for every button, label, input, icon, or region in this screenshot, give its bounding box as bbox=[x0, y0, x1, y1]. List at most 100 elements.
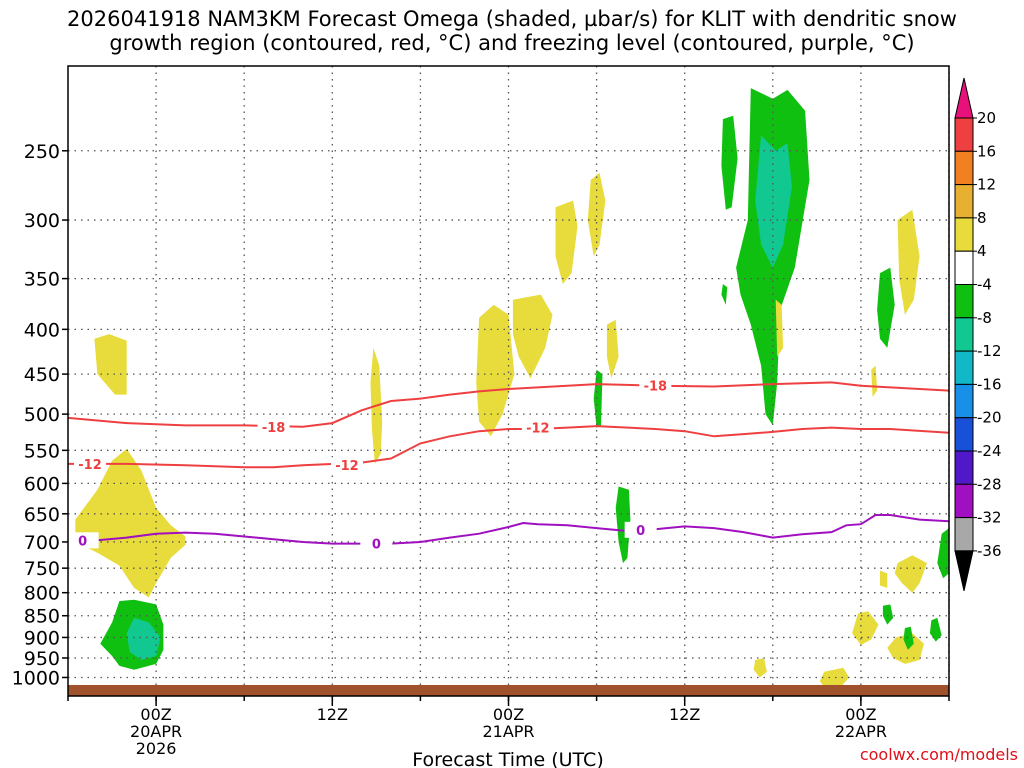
y-tick-label-500: 500 bbox=[24, 404, 60, 426]
x-tick-label-0-0: 00Z bbox=[140, 705, 171, 724]
omega-region-26 bbox=[937, 528, 949, 579]
colorbar-label-5: -4 bbox=[977, 276, 992, 294]
colorbar-label-11: -28 bbox=[977, 475, 1002, 493]
omega-region-16 bbox=[877, 267, 895, 348]
contour-label-bg bbox=[360, 535, 393, 552]
contour-label-bg bbox=[624, 521, 657, 538]
y-tick-label-450: 450 bbox=[24, 364, 60, 386]
colorbar-label-9: -20 bbox=[977, 409, 1002, 427]
colorbar-label-1: 16 bbox=[977, 142, 996, 160]
colorbar: 20 16 12 8 4 -4 -8 -12 -16 -20 -24 -28 -32 -36 bbox=[954, 77, 1002, 592]
omega-region-10 bbox=[555, 200, 578, 284]
contour-label-1-0: -12 bbox=[78, 458, 102, 473]
contour-line-1 bbox=[68, 425, 950, 469]
omega-region-28 bbox=[753, 658, 767, 678]
omega-region-1 bbox=[94, 334, 127, 395]
omega-region-12 bbox=[615, 486, 631, 564]
y-tick-label-650: 650 bbox=[24, 504, 60, 526]
colorbar-segment-9 bbox=[954, 383, 974, 419]
y-tick-label-700: 700 bbox=[24, 532, 60, 554]
omega-region-22 bbox=[894, 555, 927, 593]
contour-label-1-2: -12 bbox=[526, 422, 550, 437]
omega-region-11 bbox=[593, 369, 603, 428]
omega-region-24 bbox=[903, 626, 914, 650]
contour-label-bg bbox=[330, 457, 363, 474]
colorbar-segment-1 bbox=[954, 117, 974, 152]
contour-label-bg bbox=[257, 418, 290, 435]
contour-label-2-1: 0 bbox=[372, 538, 381, 553]
colorbar-label-0: 20 bbox=[977, 109, 996, 127]
omega-region-13 bbox=[721, 115, 738, 210]
omega-region-21 bbox=[882, 604, 894, 625]
contour-label-0-0: -18 bbox=[262, 421, 286, 436]
colorbar-segment-8 bbox=[954, 350, 974, 385]
colorbar-segment-2 bbox=[954, 150, 974, 186]
chart-title-line-1: 2026041918 NAM3KM Forecast Omega (shaded… bbox=[67, 7, 957, 31]
contour-label-bg bbox=[639, 377, 672, 394]
contour-label-bg bbox=[66, 532, 99, 549]
colorbar-segment-3 bbox=[954, 184, 974, 219]
colorbar-label-10: -24 bbox=[977, 442, 1002, 460]
x-tick-label-0-2: 2026 bbox=[136, 739, 177, 758]
colorbar-label-12: -32 bbox=[977, 509, 1002, 527]
y-tick-label-750: 750 bbox=[24, 558, 60, 580]
colorbar-segment-13 bbox=[954, 517, 974, 552]
colorbar-label-4: 4 bbox=[977, 242, 987, 260]
colorbar-segment-5 bbox=[954, 250, 974, 285]
omega-region-9 bbox=[587, 172, 606, 257]
colorbar-label-7: -12 bbox=[977, 342, 1002, 360]
terrain-band bbox=[68, 684, 949, 696]
x-tick-label-2-0: 00Z bbox=[493, 705, 524, 724]
omega-region-2 bbox=[75, 448, 186, 598]
y-tick-label-300: 300 bbox=[24, 210, 60, 232]
contour-label-bg bbox=[521, 419, 554, 436]
omega-region-6 bbox=[476, 304, 515, 437]
contour-label-bg bbox=[74, 455, 107, 472]
chart-title-line-2: growth region (contoured, red, °C) and f… bbox=[109, 31, 915, 55]
colorbar-bottom-triangle bbox=[954, 550, 974, 592]
colorbar-label-13: -36 bbox=[977, 542, 1002, 560]
colorbar-label-8: -16 bbox=[977, 375, 1002, 393]
colorbar-label-3: 8 bbox=[977, 209, 987, 227]
credit-text: coolwx.com/models bbox=[859, 745, 1018, 764]
colorbar-segment-10 bbox=[954, 417, 974, 452]
colorbar-top-triangle bbox=[954, 77, 974, 119]
x-tick-label-1-0: 12Z bbox=[317, 705, 348, 724]
omega-region-23 bbox=[887, 633, 924, 664]
omega-region-4 bbox=[126, 617, 161, 660]
y-tick-label-350: 350 bbox=[24, 269, 60, 291]
x-tick-label-2-1: 21APR bbox=[482, 722, 534, 741]
contour-label-2-0: 0 bbox=[78, 534, 87, 549]
omega-region-18 bbox=[871, 365, 878, 397]
contour-label-1-1: -12 bbox=[335, 459, 359, 474]
omega-region-7 bbox=[512, 294, 553, 379]
x-tick-label-4-1: 22APR bbox=[835, 722, 887, 741]
omega-region-15 bbox=[755, 135, 792, 268]
x-tick-label-4-0: 00Z bbox=[845, 705, 876, 724]
x-axis-label: Forecast Time (UTC) bbox=[412, 749, 603, 768]
contour-line-2 bbox=[68, 514, 950, 545]
y-tick-label-550: 550 bbox=[24, 440, 60, 462]
colorbar-label-2: 12 bbox=[977, 176, 996, 194]
y-tick-label-950: 950 bbox=[24, 648, 60, 670]
omega-region-30 bbox=[880, 570, 888, 588]
omega-region-19 bbox=[897, 209, 920, 315]
omega-region-17 bbox=[721, 284, 728, 305]
y-tick-label-850: 850 bbox=[24, 606, 60, 628]
y-tick-label-1000: 1000 bbox=[12, 667, 60, 689]
y-tick-label-900: 900 bbox=[24, 627, 60, 649]
contour-label-0-1: -18 bbox=[644, 380, 668, 395]
y-tick-label-250: 250 bbox=[24, 141, 60, 163]
colorbar-label-6: -8 bbox=[977, 309, 992, 327]
colorbar-segment-12 bbox=[954, 483, 974, 519]
terrain bbox=[68, 684, 949, 696]
omega-region-27 bbox=[819, 667, 850, 689]
y-axis: 2503003504004505005506006507007508008509… bbox=[12, 141, 68, 689]
omega-region-20 bbox=[852, 611, 879, 645]
y-tick-label-400: 400 bbox=[24, 319, 60, 341]
omega-shading bbox=[75, 88, 949, 689]
contour-lines: -18 -18 -12 -12 -12 0 0 0 bbox=[66, 377, 950, 553]
omega-region-29 bbox=[775, 299, 784, 357]
